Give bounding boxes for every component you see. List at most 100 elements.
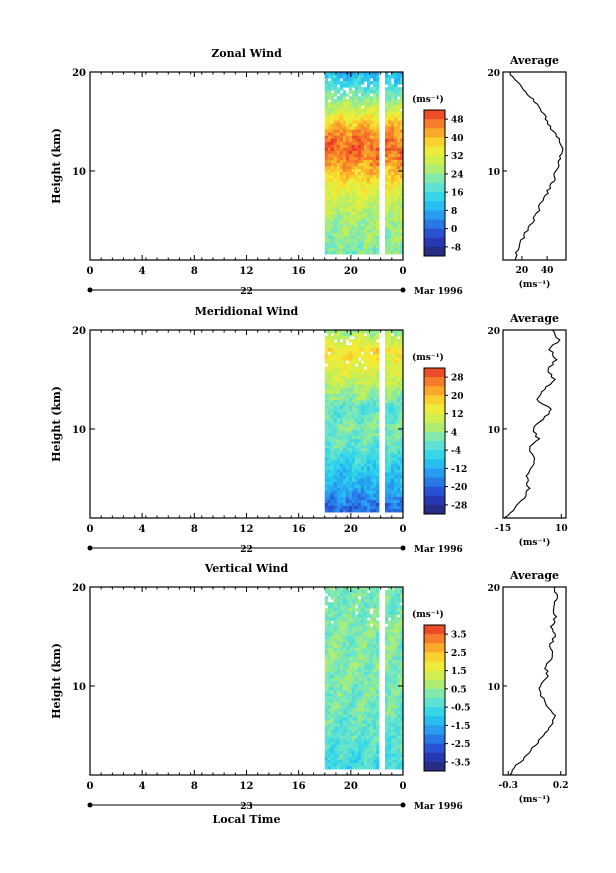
heatmap-cell (333, 396, 338, 401)
heatmap-cell (339, 232, 344, 237)
heatmap-cell (384, 123, 389, 128)
heatmap-cell (369, 744, 374, 749)
heatmap-cell (345, 372, 350, 376)
heatmap-cell (351, 762, 356, 767)
heatmap-cell (366, 339, 371, 343)
heatmap-cell (327, 129, 332, 134)
heatmap-cell (333, 235, 338, 240)
heatmap-cell (387, 153, 392, 158)
heatmap-cell (375, 608, 380, 612)
heatmap-cell (330, 366, 335, 370)
colorbar-segment (424, 146, 445, 157)
heatmap-cell (390, 375, 395, 379)
average-x-tick-label: -0.3 (499, 781, 518, 791)
heatmap-cell (360, 451, 365, 455)
heatmap-cell (390, 405, 395, 410)
heatmap-cell (396, 163, 401, 167)
heatmap-cell (354, 641, 359, 646)
heatmap-cell (360, 675, 365, 679)
heatmap-cell (324, 147, 329, 152)
heatmap-cell (393, 424, 398, 428)
heatmap-cell (372, 699, 377, 703)
heatmap-cell (330, 608, 335, 612)
heatmap-cell (390, 656, 395, 661)
heatmap-cell (336, 747, 341, 752)
heatmap-cell (324, 735, 329, 740)
heatmap-cell (387, 732, 392, 737)
heatmap-cell (351, 496, 356, 501)
heatmap-cell (336, 96, 341, 100)
heatmap-cell (363, 330, 368, 334)
heatmap-cell (396, 463, 401, 467)
heatmap-cell (354, 433, 359, 437)
heatmap-cell (384, 87, 389, 91)
heatmap-cell (339, 632, 344, 636)
heatmap-cell (333, 87, 338, 91)
heatmap-cell (342, 690, 347, 694)
heatmap-cell (339, 147, 344, 152)
heatmap-cell (324, 481, 329, 486)
heatmap-cell (369, 369, 374, 373)
heatmap-cell (354, 696, 359, 700)
heatmap-cell (339, 638, 344, 643)
heatmap-cell (348, 723, 353, 727)
heatmap-cell (396, 723, 401, 727)
heatmap-cell (348, 217, 353, 222)
heatmap-cell (351, 599, 356, 603)
heatmap-cell (384, 153, 389, 158)
heatmap-cell (348, 475, 353, 480)
heatmap-cell (354, 466, 359, 470)
heatmap-cell (339, 217, 344, 222)
heatmap-cell (351, 708, 356, 712)
heatmap-cell (333, 187, 338, 191)
heatmap-cell (348, 105, 353, 109)
heatmap-cell (372, 199, 377, 203)
heatmap-cell (366, 593, 371, 597)
heatmap-cell (375, 360, 380, 364)
heatmap-cell (384, 720, 389, 724)
heatmap-cell (393, 671, 398, 676)
heatmap-cell (354, 602, 359, 606)
heatmap-cell (372, 490, 377, 495)
heatmap-cell (384, 478, 389, 483)
heatmap-cell (366, 390, 371, 395)
heatmap-cell (345, 433, 350, 437)
heatmap-cell (399, 445, 404, 449)
heatmap-cell (342, 726, 347, 731)
heatmap-cell (345, 632, 350, 636)
heatmap-cell (327, 141, 332, 146)
heatmap-cell (399, 345, 404, 349)
heatmap-cell (339, 759, 344, 764)
heatmap-cell (330, 342, 335, 346)
heatmap-cell (393, 156, 398, 161)
heatmap-cell (333, 596, 338, 600)
heatmap-cell (387, 102, 392, 106)
heatmap-cell (357, 81, 362, 85)
heatmap-cell (348, 699, 353, 703)
heatmap-cell (387, 445, 392, 449)
heatmap-cell (384, 408, 389, 413)
heatmap-cell (366, 93, 371, 97)
heatmap-cell (333, 175, 338, 179)
heatmap-cell (351, 342, 356, 346)
heatmap-cell (393, 214, 398, 219)
heatmap-cell (360, 247, 365, 252)
heatmap-cell (366, 378, 371, 382)
heatmap-cell (345, 175, 350, 179)
heatmap-cell (333, 120, 338, 124)
heatmap-cell (345, 665, 350, 670)
heatmap-cell (351, 247, 356, 252)
heatmap-cell (357, 345, 362, 349)
heatmap-cell (327, 623, 332, 627)
colorbar-tick-label: -20 (451, 483, 467, 493)
heatmap-cell (336, 147, 341, 152)
heatmap-cell (324, 696, 329, 700)
heatmap-cell (354, 196, 359, 200)
heatmap-cell (372, 665, 377, 670)
heatmap-cell (357, 363, 362, 367)
colorbar-segment (424, 395, 445, 406)
heatmap-cell (324, 348, 329, 352)
heatmap-cell (393, 433, 398, 437)
heatmap-cell (393, 493, 398, 498)
